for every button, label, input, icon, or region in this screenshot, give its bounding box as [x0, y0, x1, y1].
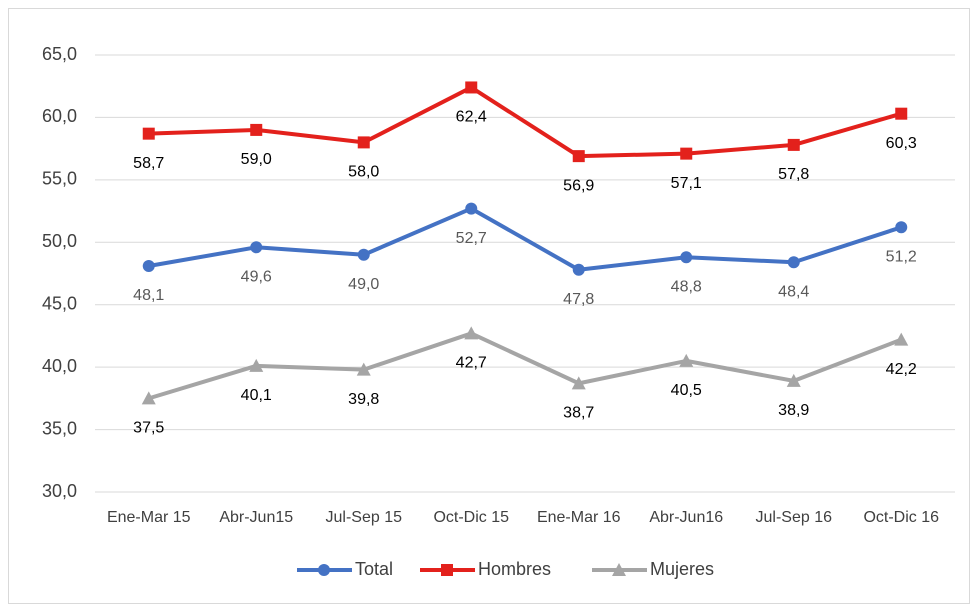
data-label: 57,1 [671, 175, 702, 192]
data-label: 62,4 [456, 109, 487, 126]
data-label: 56,9 [563, 177, 594, 194]
data-label: 40,1 [241, 387, 272, 404]
data-label: 60,3 [886, 135, 917, 152]
point-marker [786, 373, 801, 387]
data-label: 59,0 [241, 151, 272, 168]
data-label: 38,9 [778, 402, 809, 419]
legend-marker [441, 564, 453, 576]
data-label: 51,2 [886, 249, 917, 266]
y-tick-label: 35,0 [42, 418, 77, 438]
point-marker [142, 260, 155, 273]
data-label: 48,1 [133, 287, 164, 304]
y-tick-label: 55,0 [42, 169, 77, 189]
data-label: 48,8 [671, 278, 702, 295]
data-label: 58,0 [348, 164, 379, 181]
data-label: 49,6 [241, 268, 272, 285]
legend-label: Hombres [478, 559, 551, 579]
point-marker [465, 81, 478, 94]
data-label: 49,0 [348, 276, 379, 293]
x-tick-label: Jul-Sep 16 [756, 509, 833, 526]
point-marker [356, 362, 371, 376]
y-tick-label: 40,0 [42, 356, 77, 376]
data-label: 38,7 [563, 405, 594, 422]
point-marker [572, 150, 585, 163]
y-tick-label: 45,0 [42, 293, 77, 313]
data-label: 47,8 [563, 291, 594, 308]
point-marker [465, 202, 478, 215]
y-tick-label: 50,0 [42, 231, 77, 251]
point-marker [679, 353, 694, 367]
chart-frame [8, 8, 970, 604]
data-label: 57,8 [778, 166, 809, 183]
data-label: 39,8 [348, 391, 379, 408]
point-marker [895, 107, 908, 120]
point-marker [787, 138, 800, 151]
point-marker [357, 248, 370, 261]
x-tick-label: Ene-Mar 16 [537, 509, 621, 526]
data-label: 58,7 [133, 155, 164, 172]
point-marker [464, 326, 479, 340]
data-label: 48,4 [778, 283, 809, 300]
x-tick-label: Abr-Jun16 [649, 509, 723, 526]
point-marker [894, 332, 909, 346]
x-tick-label: Oct-Dic 15 [433, 509, 509, 526]
point-marker [571, 376, 586, 390]
point-marker [250, 241, 263, 254]
x-tick-label: Abr-Jun15 [219, 509, 293, 526]
legend-label: Mujeres [650, 559, 714, 579]
point-marker [787, 256, 800, 269]
series-line [148, 206, 902, 272]
point-marker [142, 127, 155, 140]
y-tick-label: 65,0 [42, 44, 77, 64]
data-label: 42,2 [886, 361, 917, 378]
legend-label: Total [355, 559, 393, 579]
legend-marker [612, 563, 626, 576]
x-tick-label: Oct-Dic 16 [863, 509, 939, 526]
series-line [148, 85, 902, 159]
point-marker [680, 147, 693, 160]
x-tick-label: Jul-Sep 15 [326, 509, 403, 526]
y-tick-label: 30,0 [42, 481, 77, 501]
data-label: 40,5 [671, 382, 702, 399]
x-tick-label: Ene-Mar 15 [107, 509, 191, 526]
point-marker [141, 391, 156, 405]
point-marker [357, 136, 370, 149]
point-marker [680, 251, 693, 264]
point-marker [250, 123, 263, 136]
point-marker [249, 358, 264, 372]
series-line [148, 331, 902, 401]
data-label: 37,5 [133, 420, 164, 437]
data-label: 52,7 [456, 230, 487, 247]
point-marker [895, 221, 908, 234]
y-tick-label: 60,0 [42, 106, 77, 126]
point-marker [572, 263, 585, 276]
data-label: 42,7 [456, 355, 487, 372]
legend-marker [318, 564, 330, 576]
